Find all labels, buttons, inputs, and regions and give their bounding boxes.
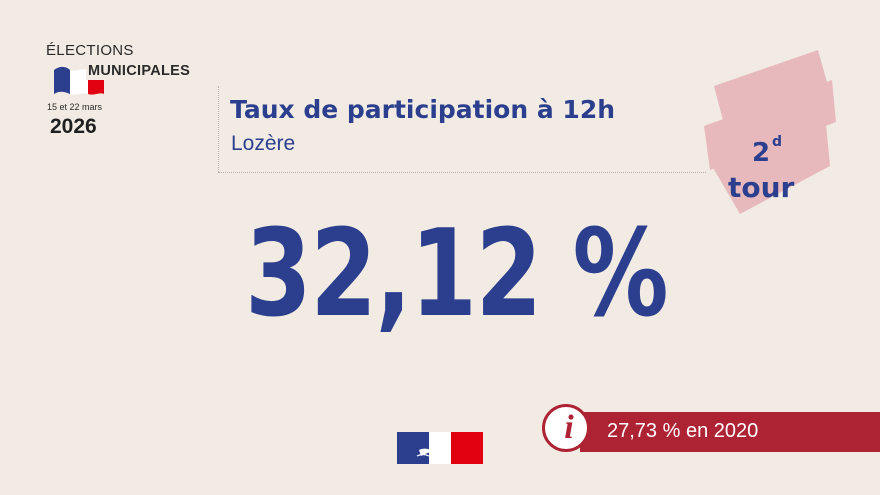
round-number: 2 <box>752 138 771 168</box>
round-badge: 2 d tour <box>700 46 840 216</box>
logo-elections-text: ÉLECTIONS <box>46 42 134 59</box>
round-badge-ribbon <box>704 50 836 214</box>
page-subtitle: Lozère <box>231 132 296 155</box>
participation-value: 32,12 % <box>245 205 669 344</box>
header-divider-vertical <box>218 86 219 172</box>
header-divider-horizontal <box>218 172 706 173</box>
info-icon: i <box>542 404 590 452</box>
comparison-text: 27,73 % en 2020 <box>607 420 759 442</box>
comparison-bar <box>580 412 880 452</box>
comparison-banner: i 27,73 % en 2020 <box>540 402 880 460</box>
elections-logo: ÉLECTIONS MUNICIPALES 15 et 22 mars 2026 <box>46 42 216 142</box>
logo-dates: 15 et 22 mars <box>47 102 103 112</box>
logo-municipales-text: MUNICIPALES <box>86 62 193 80</box>
round-number-suffix: d <box>772 134 783 150</box>
page-title: Taux de participation à 12h <box>230 95 616 124</box>
logo-year: 2026 <box>50 115 97 138</box>
round-word: tour <box>728 171 795 204</box>
marianne-logo <box>397 432 483 464</box>
